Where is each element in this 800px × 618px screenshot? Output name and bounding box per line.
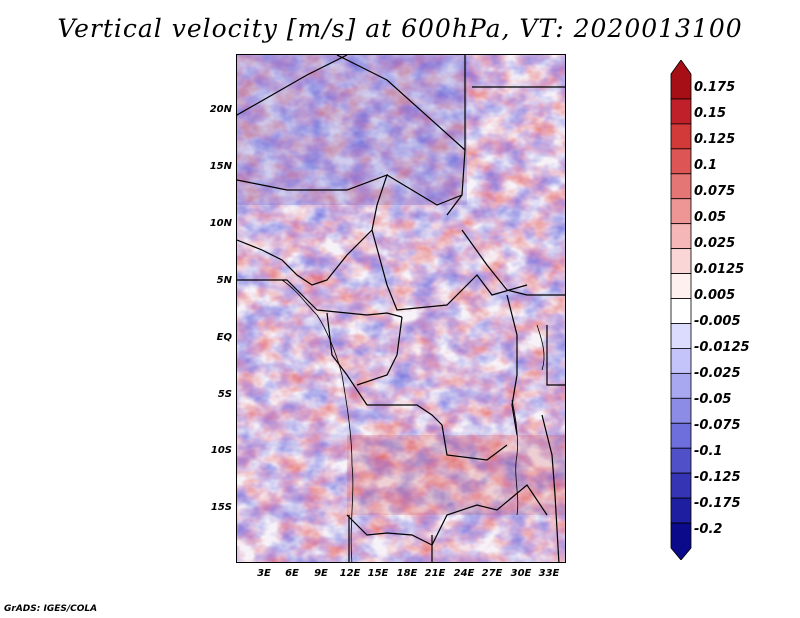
colorbar-bin [670, 148, 692, 175]
colorbar-label: 0.025 [694, 236, 736, 251]
colorbar-label: 0.175 [694, 80, 736, 95]
lon-label: 15E [367, 568, 389, 579]
lon-label: 6E [285, 568, 299, 579]
colorbar-label: -0.0125 [694, 340, 750, 355]
map-panel [236, 54, 566, 563]
colorbar-label: 0.125 [694, 132, 736, 147]
lon-label: 21E [424, 568, 446, 579]
colorbar [670, 60, 692, 560]
lat-label: 15N [209, 161, 232, 172]
lat-label: 5S [217, 389, 232, 400]
colorbar-bin [670, 372, 692, 399]
map-title: Vertical velocity [m/s] at 600hPa, VT: 2… [57, 14, 743, 43]
lat-label: 10S [210, 445, 232, 456]
colorbar-bin [670, 273, 692, 299]
colorbar-bin [670, 397, 692, 424]
lat-label: EQ [216, 332, 232, 343]
lon-label: 12E [339, 568, 361, 579]
colorbar-label: -0.1 [694, 444, 723, 459]
credit-text: GrADS: IGES/COLA [4, 604, 98, 614]
colorbar-label: -0.2 [694, 522, 723, 537]
colorbar-label: 0.075 [694, 184, 736, 199]
lat-label: 5N [216, 275, 232, 286]
colorbar-label: -0.175 [694, 496, 741, 511]
colorbar-bin [670, 422, 692, 449]
colorbar-bin [670, 223, 692, 250]
lat-label: 20N [209, 104, 232, 115]
colorbar-top-arrow [670, 60, 692, 100]
lon-label: 18E [396, 568, 418, 579]
lon-label: 9E [314, 568, 328, 579]
colorbar-label: -0.005 [694, 314, 741, 329]
colorbar-label: -0.125 [694, 470, 741, 485]
colorbar-bin [670, 248, 692, 274]
colorbar-bin [670, 472, 692, 499]
colorbar-bin [670, 173, 692, 200]
lat-label: 10N [209, 218, 232, 229]
colorbar-bin [670, 98, 692, 125]
colorbar-bin [670, 447, 692, 474]
colorbar-bin [670, 123, 692, 150]
colorbar-bin [670, 298, 692, 324]
colorbar-bottom-arrow [670, 522, 692, 560]
colorbar-label: -0.075 [694, 418, 741, 433]
colorbar-label: -0.05 [694, 392, 732, 407]
colorbar-label: 0.05 [694, 210, 727, 225]
colorbar-label: -0.025 [694, 366, 741, 381]
lon-label: 30E [510, 568, 532, 579]
lon-label: 3E [257, 568, 271, 579]
colorbar-bin [670, 497, 692, 524]
colorbar-bin [670, 348, 692, 374]
lon-label: 33E [538, 568, 560, 579]
vertical-velocity-field [237, 55, 565, 562]
colorbar-bin [670, 323, 692, 349]
colorbar-label: 0.0125 [694, 262, 745, 277]
colorbar-label: 0.15 [694, 106, 727, 121]
lat-label: 15S [210, 502, 232, 513]
lon-label: 27E [481, 568, 503, 579]
colorbar-label: 0.005 [694, 288, 736, 303]
colorbar-label: 0.1 [694, 158, 718, 173]
lon-label: 24E [453, 568, 475, 579]
colorbar-bin [670, 198, 692, 225]
